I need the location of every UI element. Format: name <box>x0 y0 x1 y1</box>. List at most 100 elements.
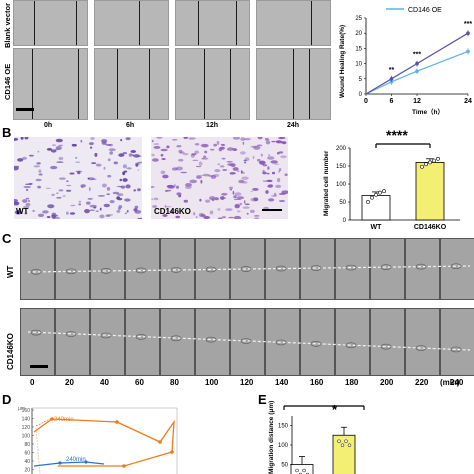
y-tick-label: 100 <box>22 434 31 440</box>
cell-stain <box>89 209 95 211</box>
cell-stain <box>24 137 29 140</box>
time-label: 220 <box>415 378 429 387</box>
data-point <box>436 156 440 161</box>
cell-stain <box>99 214 105 219</box>
cell-stain <box>194 143 200 146</box>
time-label: 0 <box>30 378 35 387</box>
cell-stain <box>198 161 203 166</box>
y-tick-label: 100 <box>278 443 289 449</box>
cell-stain <box>151 198 154 200</box>
timelapse-frame <box>300 238 335 300</box>
cell-stain <box>164 204 167 208</box>
cell-stain <box>253 215 260 217</box>
cell-stain <box>267 166 270 170</box>
cell-stain <box>183 137 188 139</box>
cell-stain <box>32 210 35 212</box>
cell-stain <box>133 154 140 158</box>
data-point <box>424 162 428 167</box>
x-tick-label: 6 <box>390 98 394 105</box>
cell-stain <box>262 164 268 167</box>
cell-stain <box>191 153 197 156</box>
cell-outline <box>310 265 322 271</box>
data-point <box>366 200 370 204</box>
cell-outline <box>380 343 392 350</box>
timelapse-frame <box>370 238 405 300</box>
cell-stain <box>137 188 141 192</box>
cell-stain <box>116 193 124 196</box>
significance-marker: ** <box>389 67 395 74</box>
cell-stain <box>260 153 263 157</box>
cell-stain <box>280 155 287 159</box>
row-label-cd146ko: CD146KO <box>6 333 15 370</box>
cell-stain <box>195 215 198 219</box>
cell-outline <box>100 268 112 274</box>
cell-stain <box>124 198 131 202</box>
series-line <box>365 50 469 95</box>
cell-stain <box>66 184 72 187</box>
cell-stain <box>14 138 18 141</box>
x-tick-label: CD146KO <box>414 224 447 231</box>
bar <box>415 162 445 221</box>
data-point <box>415 69 419 73</box>
unit-label: μm <box>18 406 25 412</box>
y-axis-label: Migrated cell number <box>323 150 330 216</box>
cell-stain <box>194 150 200 154</box>
cell-stain <box>23 205 30 209</box>
cell-stain <box>106 193 110 195</box>
cell-stain <box>128 153 133 157</box>
cell-stain <box>101 183 107 188</box>
cell-stain <box>95 163 102 167</box>
timelapse-frame <box>125 308 160 376</box>
cell-stain <box>113 161 119 165</box>
cell-stain <box>78 200 82 203</box>
cell-stain <box>221 192 228 196</box>
cell-stain <box>151 186 155 188</box>
timelapse-frame <box>20 308 55 376</box>
row-label-wt: WT <box>6 265 15 278</box>
cell-stain <box>221 143 226 147</box>
cell-stain <box>273 192 277 197</box>
cell-outline <box>170 267 182 273</box>
cell-stain <box>213 143 218 147</box>
data-point <box>415 61 419 66</box>
timelapse-frame <box>405 308 440 376</box>
y-tick-label: 0 <box>359 92 363 98</box>
timelapse-frame <box>440 238 474 300</box>
cell-stain <box>80 139 83 143</box>
cell-stain <box>66 189 72 192</box>
cell-stain <box>171 167 178 171</box>
cell-stain <box>243 200 246 204</box>
image-label-wt: WT <box>16 207 29 216</box>
cell-stain <box>130 150 137 153</box>
cell-stain <box>221 216 226 218</box>
cell-stain <box>23 186 31 188</box>
time-label: 0h <box>44 122 53 129</box>
cell-stain <box>58 189 64 192</box>
cell-stain <box>199 198 202 202</box>
cell-stain <box>233 215 242 219</box>
cell-stain <box>103 166 106 170</box>
orange-point <box>158 440 162 444</box>
migration-bar-chart: Migrated cell number **** 0 50 100 150 200 WT… <box>323 128 460 231</box>
cell-stain <box>153 143 160 145</box>
cell-stain <box>243 159 247 162</box>
cell-outline <box>310 340 322 347</box>
cell-stain <box>107 174 112 178</box>
timelapse-frame <box>160 308 195 376</box>
cell-stain <box>258 160 266 165</box>
series-line <box>365 32 469 95</box>
cell-stain <box>95 210 99 212</box>
cell-stain <box>25 202 31 207</box>
x-tick-label: 24 <box>464 98 472 105</box>
cell-stain <box>103 203 111 208</box>
cell-stain <box>112 191 120 195</box>
cell-stain <box>204 150 208 154</box>
cell-stain <box>171 139 178 141</box>
cell-stain <box>265 138 270 141</box>
cell-stain <box>217 163 220 165</box>
y-axis-label: Migration distance (μm) <box>268 401 275 474</box>
cell-stain <box>278 170 280 173</box>
cell-stain <box>69 172 75 175</box>
cell-stain <box>105 144 112 146</box>
cell-stain <box>160 153 164 157</box>
